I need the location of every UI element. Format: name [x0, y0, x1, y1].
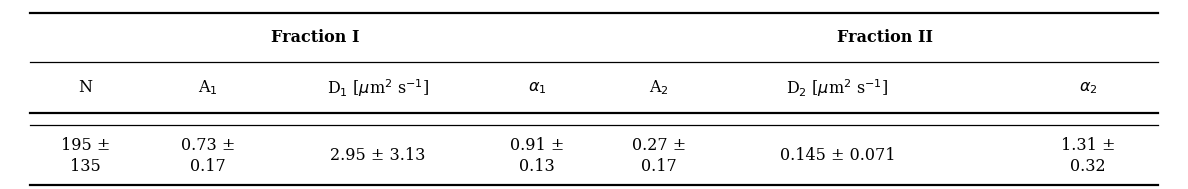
Text: 1.31 ±
0.32: 1.31 ± 0.32 — [1061, 137, 1116, 175]
Text: $\alpha_1$: $\alpha_1$ — [527, 79, 546, 96]
Text: D$_2$ [$\mu$m$^2$ s$^{-1}$]: D$_2$ [$\mu$m$^2$ s$^{-1}$] — [786, 77, 889, 99]
Text: $\alpha_2$: $\alpha_2$ — [1079, 79, 1098, 96]
Text: 195 ±
135: 195 ± 135 — [61, 137, 110, 175]
Text: Fraction I: Fraction I — [271, 29, 359, 46]
Text: Fraction II: Fraction II — [838, 29, 933, 46]
Text: N: N — [78, 79, 93, 96]
Text: A$_2$: A$_2$ — [650, 79, 669, 97]
Text: 0.145 ± 0.071: 0.145 ± 0.071 — [779, 147, 896, 164]
Text: A$_1$: A$_1$ — [198, 79, 217, 97]
Text: 0.27 ±
0.17: 0.27 ± 0.17 — [632, 137, 687, 175]
Text: 0.91 ±
0.13: 0.91 ± 0.13 — [510, 137, 564, 175]
Text: 0.73 ±
0.17: 0.73 ± 0.17 — [181, 137, 235, 175]
Text: 2.95 ± 3.13: 2.95 ± 3.13 — [330, 147, 425, 164]
Text: D$_1$ [$\mu$m$^2$ s$^{-1}$]: D$_1$ [$\mu$m$^2$ s$^{-1}$] — [327, 77, 429, 99]
